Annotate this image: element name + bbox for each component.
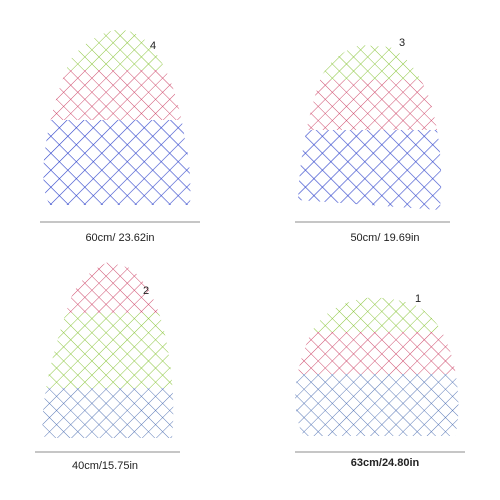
dimension-arrows	[35, 221, 465, 453]
net-3	[298, 45, 442, 210]
net-number: 3	[399, 37, 405, 49]
net-number: 2	[143, 285, 149, 297]
net-size: 40cm/15.75in	[72, 460, 138, 472]
net-size: 50cm/ 19.69in	[350, 232, 419, 244]
net-number: 1	[415, 293, 421, 305]
net-2	[42, 262, 174, 438]
net-size: 63cm/24.80in	[351, 457, 420, 469]
net-1	[295, 297, 459, 436]
net-number: 4	[150, 40, 156, 52]
net-4	[43, 29, 191, 205]
net-size: 60cm/ 23.62in	[85, 232, 154, 244]
